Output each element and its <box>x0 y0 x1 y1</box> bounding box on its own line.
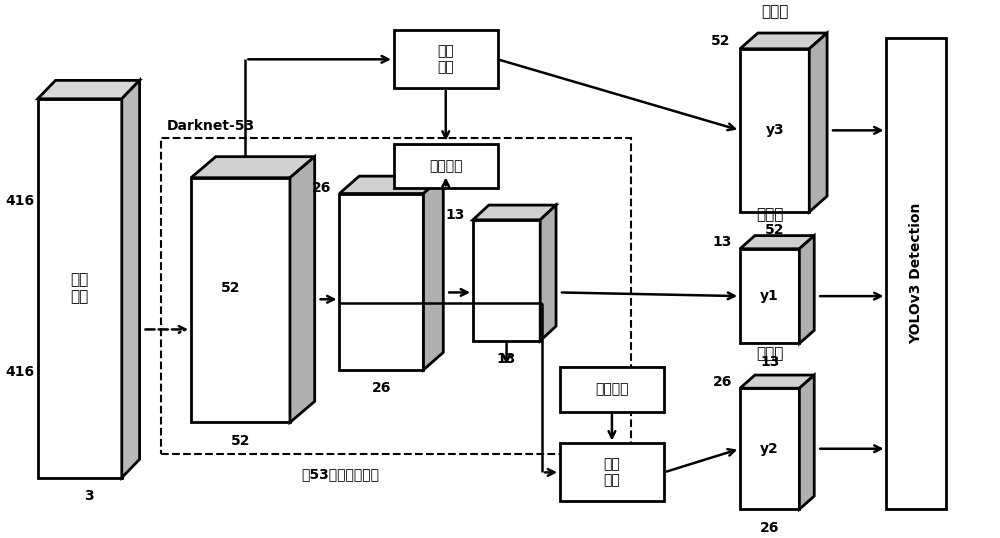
Text: 经53个卷积层处理: 经53个卷积层处理 <box>301 467 379 481</box>
Polygon shape <box>473 220 540 341</box>
Text: 特征
融合: 特征 融合 <box>604 457 620 487</box>
Polygon shape <box>740 236 814 249</box>
Polygon shape <box>740 375 814 388</box>
Text: 输入
图像: 输入 图像 <box>71 272 89 305</box>
Polygon shape <box>122 80 140 478</box>
Text: 26: 26 <box>312 181 331 195</box>
Text: 向上采样: 向上采样 <box>595 383 629 397</box>
Polygon shape <box>38 80 140 99</box>
Polygon shape <box>191 157 315 178</box>
Bar <box>394 30 498 88</box>
Polygon shape <box>38 99 122 478</box>
Text: 向上采样: 向上采样 <box>429 159 463 173</box>
Text: 52: 52 <box>221 281 240 295</box>
Polygon shape <box>540 205 556 341</box>
Bar <box>394 144 498 188</box>
Bar <box>161 138 631 454</box>
Polygon shape <box>799 236 814 343</box>
Polygon shape <box>290 157 315 422</box>
Polygon shape <box>740 388 799 509</box>
Text: 特征
融合: 特征 融合 <box>437 44 454 74</box>
Text: YOLOv3 Detection: YOLOv3 Detection <box>909 203 923 344</box>
Text: 26: 26 <box>372 381 391 395</box>
Text: 大尺度: 大尺度 <box>761 4 788 19</box>
Text: y1: y1 <box>760 289 779 303</box>
Text: 中尺度: 中尺度 <box>756 346 783 362</box>
Polygon shape <box>473 205 556 220</box>
Text: 52: 52 <box>765 223 784 237</box>
Polygon shape <box>740 49 809 212</box>
Text: Darknet-53: Darknet-53 <box>166 119 254 133</box>
Polygon shape <box>423 176 443 370</box>
Bar <box>560 367 664 412</box>
Text: 小尺度: 小尺度 <box>756 207 783 222</box>
Polygon shape <box>191 178 290 422</box>
Text: 3: 3 <box>84 489 93 503</box>
Text: 26: 26 <box>713 374 732 388</box>
Text: 13: 13 <box>760 355 779 369</box>
Polygon shape <box>339 194 423 370</box>
Polygon shape <box>339 176 443 194</box>
Text: 416: 416 <box>5 194 34 208</box>
Text: y2: y2 <box>760 442 779 456</box>
Bar <box>886 38 946 509</box>
Polygon shape <box>740 33 827 49</box>
Text: 13: 13 <box>497 352 516 366</box>
Text: y3: y3 <box>765 123 784 137</box>
Text: 52: 52 <box>711 34 730 48</box>
Text: 52: 52 <box>231 434 250 448</box>
Text: 13: 13 <box>445 208 465 222</box>
Text: 13: 13 <box>713 235 732 249</box>
Text: 416: 416 <box>5 365 34 379</box>
Text: 26: 26 <box>760 521 779 535</box>
Polygon shape <box>740 249 799 343</box>
Polygon shape <box>809 33 827 212</box>
Polygon shape <box>799 375 814 509</box>
Bar <box>560 443 664 501</box>
